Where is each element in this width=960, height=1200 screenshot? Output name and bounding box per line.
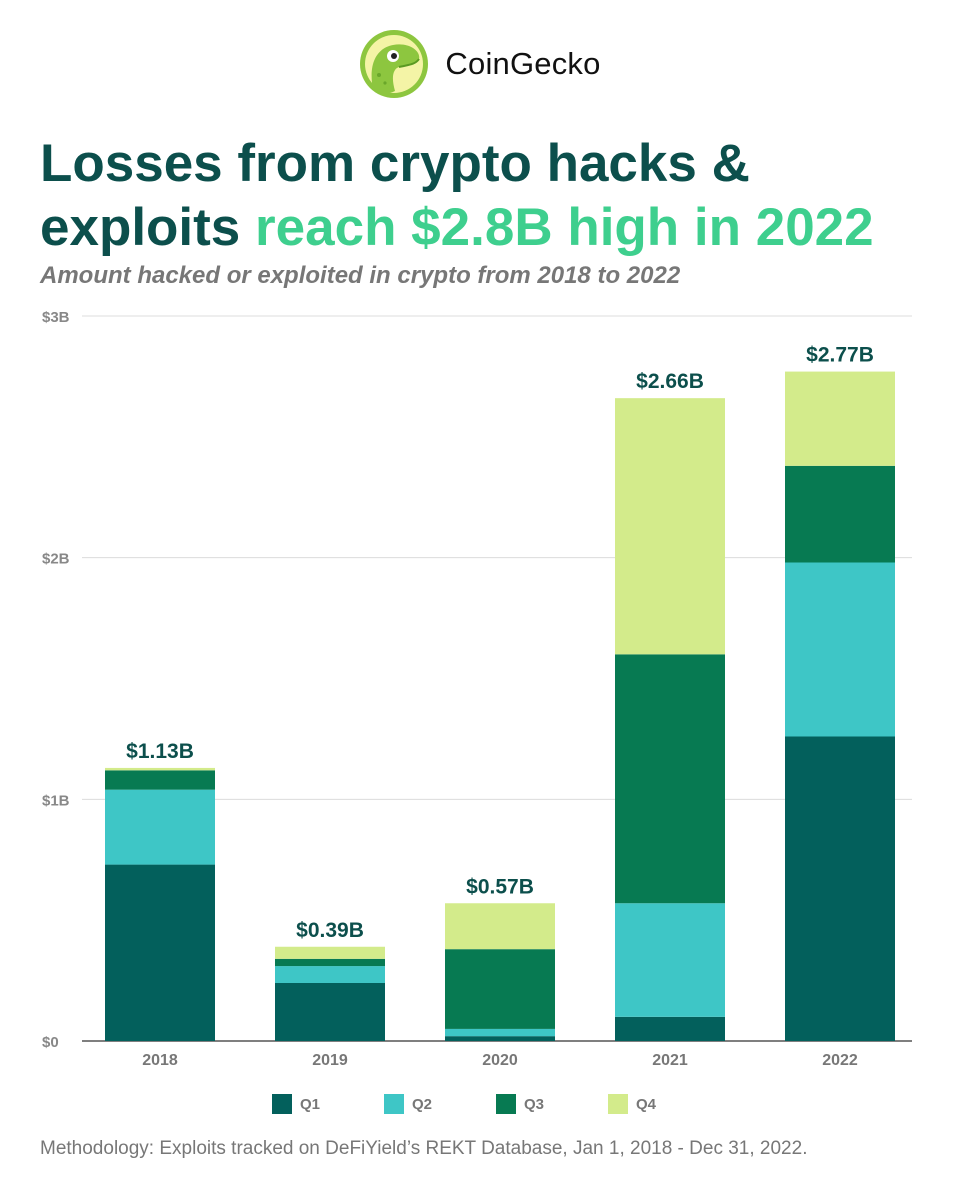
- bar-segment-q1: [105, 864, 215, 1041]
- bar-segment-q3: [615, 654, 725, 904]
- bar-segment-q2: [615, 903, 725, 1017]
- bar-segment-q3: [275, 958, 385, 967]
- bar-segment-q4: [275, 946, 385, 959]
- gecko-logo-icon: [360, 30, 429, 98]
- legend-item-q2: Q2: [384, 1094, 496, 1114]
- bar-segment-q2: [105, 789, 215, 865]
- bar-segment-q4: [785, 371, 895, 466]
- y-tick-label: $2B: [42, 551, 70, 568]
- stacked-bar-chart: $0 $1B $2B $3B $1.13B 2018 $0.39B 2019 $0.57B 202…: [42, 309, 912, 1069]
- bar-segment-q2: [785, 562, 895, 737]
- bar-total-label: $2.66B: [636, 370, 704, 393]
- chart-legend: Q1 Q2 Q3 Q4: [272, 1094, 720, 1114]
- brand-header: CoinGecko: [0, 28, 960, 100]
- legend-label: Q1: [300, 1095, 321, 1113]
- y-tick-label: $3B: [42, 309, 70, 326]
- x-tick-label: 2018: [142, 1052, 178, 1069]
- x-tick-label: 2022: [822, 1052, 858, 1069]
- legend-item-q3: Q3: [496, 1094, 608, 1114]
- bar-segment-q1: [275, 983, 385, 1041]
- headline-accent: reach $2.8B high in 2022: [255, 198, 874, 257]
- bar-segment-q4: [445, 903, 555, 950]
- x-tick-label: 2020: [482, 1052, 518, 1069]
- legend-label: Q3: [524, 1095, 545, 1113]
- bar-segment-q4: [615, 398, 725, 655]
- legend-item-q4: Q4: [608, 1094, 720, 1114]
- methodology-footnote: Methodology: Exploits tracked on DeFiYie…: [40, 1138, 808, 1159]
- y-tick-label: $0: [42, 1034, 59, 1051]
- headline-line-1: Losses from crypto hacks &: [40, 134, 750, 193]
- legend-swatch: [384, 1094, 404, 1114]
- legend-swatch: [608, 1094, 628, 1114]
- bar-segment-q1: [445, 1036, 555, 1041]
- brand-name: CoinGecko: [445, 46, 601, 81]
- legend-item-q1: Q1: [272, 1094, 384, 1114]
- headline-line-2: exploits: [40, 198, 256, 257]
- bar-segment-q3: [105, 770, 215, 790]
- bar-total-label: $0.39B: [296, 919, 364, 942]
- bar-total-label: $1.13B: [126, 740, 194, 763]
- chart-subtitle: Amount hacked or exploited in crypto fro…: [40, 262, 681, 289]
- x-tick-label: 2021: [652, 1052, 688, 1069]
- bar-segment-q1: [615, 1016, 725, 1041]
- bar-segment-q1: [785, 736, 895, 1041]
- legend-label: Q2: [412, 1095, 433, 1113]
- y-tick-label: $1B: [42, 792, 70, 809]
- bar-segment-q2: [275, 966, 385, 983]
- bar-total-label: $0.57B: [466, 875, 534, 898]
- bar-segment-q3: [445, 949, 555, 1029]
- chart-headline: Losses from crypto hacks & exploits reac…: [40, 132, 930, 260]
- bar-segment-q4: [105, 767, 215, 771]
- bar-segment-q2: [445, 1028, 555, 1037]
- legend-label: Q4: [636, 1095, 657, 1113]
- bar-segment-q3: [785, 465, 895, 563]
- x-tick-label: 2019: [312, 1052, 348, 1069]
- legend-swatch: [272, 1094, 292, 1114]
- legend-swatch: [496, 1094, 516, 1114]
- bar-total-label: $2.77B: [806, 344, 874, 367]
